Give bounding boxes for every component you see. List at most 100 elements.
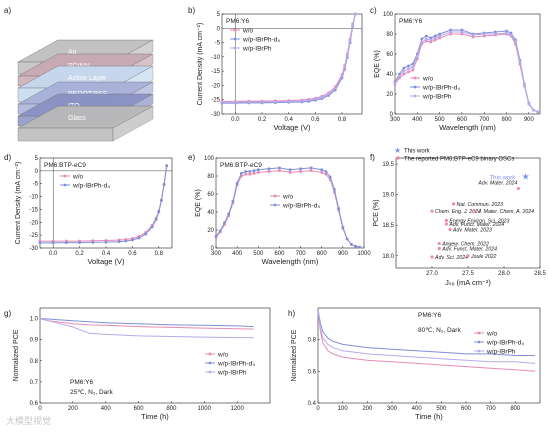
chart-title: PM6:Y6 bbox=[418, 312, 442, 319]
layer-label: Active Layer bbox=[68, 75, 107, 82]
x-axis-label: Wavelength (nm) bbox=[439, 123, 496, 132]
data-point bbox=[244, 170, 248, 173]
x-tick-label: 0 bbox=[38, 406, 42, 412]
legend-marker bbox=[413, 76, 417, 80]
data-point bbox=[420, 37, 424, 41]
y-tick-label: 20 bbox=[386, 92, 393, 98]
data-point bbox=[233, 100, 237, 104]
data-point bbox=[278, 166, 281, 170]
x-axis-label: Wavelength (nm) bbox=[262, 257, 319, 266]
data-point bbox=[252, 172, 256, 175]
legend-marker bbox=[233, 28, 237, 32]
y-axis-label: Normalized PCE bbox=[291, 329, 298, 381]
legend-marker bbox=[233, 46, 237, 50]
data-point bbox=[288, 168, 292, 172]
y-tick-label: 18.5 bbox=[382, 223, 394, 229]
data-point bbox=[244, 172, 247, 176]
x-tick-label: 400 bbox=[232, 251, 243, 257]
data-point bbox=[104, 240, 108, 244]
data-point bbox=[78, 241, 81, 245]
x-tick-label: 0.2 bbox=[75, 251, 84, 257]
legend-marker bbox=[477, 349, 481, 353]
data-point bbox=[429, 40, 432, 44]
data-point bbox=[124, 238, 128, 241]
y-tick-label: 80 bbox=[386, 32, 393, 38]
data-point bbox=[340, 73, 344, 76]
data-point bbox=[438, 32, 442, 36]
y-tick-label: 0.8 bbox=[30, 359, 39, 365]
data-point bbox=[227, 212, 231, 216]
data-point bbox=[91, 240, 95, 244]
y-tick-label: 0 bbox=[217, 26, 221, 32]
data-point bbox=[333, 190, 336, 194]
data-point bbox=[137, 235, 141, 238]
data-point bbox=[437, 246, 441, 251]
series-line bbox=[39, 318, 254, 330]
legend-label: w/p-IBrPh bbox=[242, 45, 272, 52]
x-tick-label: 0.6 bbox=[128, 251, 137, 257]
y-tick-label: 5 bbox=[35, 156, 39, 162]
x-tick-label: 1000 bbox=[198, 406, 212, 412]
data-point bbox=[429, 38, 433, 42]
data-point bbox=[449, 28, 453, 32]
data-point bbox=[449, 30, 453, 34]
data-point-star: ★ bbox=[522, 171, 530, 181]
data-point bbox=[522, 83, 526, 87]
legend-label: w/p-IBrPh-d₄ bbox=[422, 84, 460, 91]
data-point bbox=[402, 72, 406, 76]
data-point bbox=[493, 32, 497, 36]
y-tick-label: 20 bbox=[207, 228, 214, 234]
chart-f: f) 27.0 27.5 28.0 28.5 18.0 18.5 19.0 19.5 Jₛₒ (m… bbox=[370, 146, 546, 287]
x-tick-label: 800 bbox=[502, 117, 513, 123]
series-line bbox=[317, 309, 536, 356]
data-point bbox=[349, 243, 353, 246]
data-point bbox=[516, 186, 521, 191]
x-tick-label: 300 bbox=[211, 251, 222, 257]
y-tick-label: -25 bbox=[29, 233, 38, 239]
panel-label-a: a) bbox=[4, 6, 11, 15]
series-line bbox=[39, 318, 254, 339]
y-tick-label: 100 bbox=[383, 12, 394, 18]
y-tick-label: -25 bbox=[211, 98, 220, 104]
x-axis-label: Time (h) bbox=[141, 412, 169, 421]
data-point bbox=[299, 167, 302, 171]
data-point bbox=[527, 102, 531, 106]
y-tick-label: -5 bbox=[33, 182, 39, 188]
layer-front bbox=[17, 127, 114, 142]
data-point bbox=[345, 54, 349, 58]
data-point bbox=[471, 35, 475, 39]
data-point bbox=[239, 171, 243, 175]
legend-marker bbox=[413, 85, 417, 89]
x-tick-label: 28.0 bbox=[498, 271, 510, 277]
data-point bbox=[150, 224, 154, 227]
y-tick-label: 60 bbox=[207, 192, 214, 198]
data-point bbox=[509, 31, 513, 35]
x-axis-label: Voltage (V) bbox=[273, 123, 311, 132]
legend-marker bbox=[208, 361, 212, 365]
data-point bbox=[104, 239, 108, 242]
plot-frame bbox=[317, 307, 541, 404]
chart-d: d) 0.0 0.2 0.4 0.6 0.8 -30 -25 -20 -15 -10 -5 0 5 Volt… bbox=[4, 153, 173, 266]
point-label: Joule 2022 bbox=[470, 254, 496, 260]
data-point bbox=[214, 234, 218, 238]
x-tick-label: 700 bbox=[486, 406, 497, 412]
data-point bbox=[256, 171, 260, 174]
data-point bbox=[131, 238, 134, 242]
x-tick-label: 0.8 bbox=[155, 251, 164, 257]
x-tick-label: 700 bbox=[296, 251, 307, 257]
data-point bbox=[334, 85, 337, 89]
x-tick-label: 100 bbox=[338, 406, 349, 412]
y-tick-label: -10 bbox=[29, 195, 38, 201]
x-tick-label: 0.6 bbox=[311, 117, 320, 123]
data-point bbox=[493, 30, 497, 34]
data-point bbox=[473, 209, 477, 213]
chart-h: h) 0 100 200 300 400 500 600 700 800 0.4 0.6 0.8 Time… bbox=[288, 307, 541, 421]
data-point bbox=[482, 34, 486, 38]
y-axis-label: Normalized PCE bbox=[13, 329, 20, 381]
chart-c: c) 300 400 500 600 700 800 900 0 20 40 60 80 100 Wavel… bbox=[370, 6, 541, 132]
data-point bbox=[160, 199, 163, 203]
data-point bbox=[402, 69, 406, 73]
data-point bbox=[117, 238, 121, 242]
chart-title: PM6:Y6 bbox=[399, 18, 423, 25]
